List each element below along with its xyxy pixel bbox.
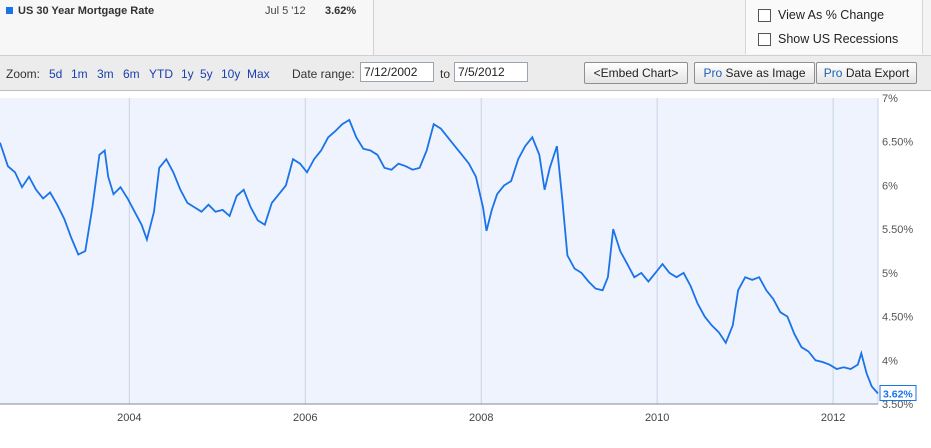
y-tick-label: 6.50% [882, 137, 913, 149]
y-tick-label: 5% [882, 268, 898, 280]
series-color-swatch [6, 7, 13, 14]
series-latest-value: 3.62% [325, 5, 357, 17]
y-tick-label: 3.50% [882, 399, 913, 411]
zoom-1y[interactable]: 1y [181, 67, 194, 81]
view-as-percent-change-checkbox[interactable] [758, 9, 771, 22]
save-as-image-button[interactable]: Pro Save as Image [694, 62, 815, 84]
zoom-5d[interactable]: 5d [49, 67, 63, 81]
plot-background [0, 98, 878, 404]
date-from-input[interactable] [360, 62, 434, 82]
zoom-1m[interactable]: 1m [71, 67, 88, 81]
view-as-percent-change-label: View As % Change [778, 8, 885, 22]
date-to-input[interactable] [454, 62, 528, 82]
series-legend: US 30 Year Mortgage Rate Jul 5 '12 3.62% [0, 0, 374, 55]
chart-area: 2004 2006 2008 2010 2012 3.50% 4% 4.50% 5% 5.50%… [0, 91, 931, 445]
data-export-label: Data Export [845, 66, 910, 80]
y-axis-ticks: 3.50% 4% 4.50% 5% 5.50% 6% 6.50% 7% [882, 93, 913, 411]
zoom-ytd[interactable]: YTD [149, 67, 173, 81]
y-tick-label: 7% [882, 93, 898, 105]
y-tick-label: 6% [882, 180, 898, 192]
zoom-max[interactable]: Max [247, 67, 270, 81]
chart-toolbar: Zoom: 5d 1m 3m 6m YTD 1y 5y 10y Max Date… [0, 56, 931, 91]
legend-row[interactable]: US 30 Year Mortgage Rate Jul 5 '12 3.62% [6, 5, 366, 19]
zoom-3m[interactable]: 3m [97, 67, 114, 81]
mortgage-rate-chart[interactable]: 2004 2006 2008 2010 2012 3.50% 4% 4.50% 5% 5.50%… [0, 91, 931, 445]
export-pro-badge: Pro [823, 66, 843, 80]
data-export-button[interactable]: Pro Data Export [816, 62, 917, 84]
embed-chart-button[interactable]: <Embed Chart> [584, 62, 688, 84]
x-tick-label: 2008 [469, 412, 493, 424]
series-name: US 30 Year Mortgage Rate [18, 5, 155, 17]
save-pro-badge: Pro [703, 66, 723, 80]
date-range-label: Date range: [292, 67, 355, 81]
zoom-label: Zoom: [6, 67, 41, 81]
x-tick-label: 2012 [821, 412, 845, 424]
zoom-6m[interactable]: 6m [123, 67, 140, 81]
save-as-image-label: Save as Image [725, 66, 806, 80]
last-value-badge [879, 385, 917, 402]
last-value-marker: 3.62% [879, 385, 917, 402]
y-tick-label: 5.50% [882, 224, 913, 236]
x-tick-label: 2006 [293, 412, 317, 424]
series-line [0, 118, 879, 395]
show-us-recessions-label: Show US Recessions [778, 32, 899, 46]
top-panel: US 30 Year Mortgage Rate Jul 5 '12 3.62%… [0, 0, 931, 56]
series-latest-date: Jul 5 '12 [265, 5, 306, 17]
date-to-label: to [440, 67, 451, 81]
last-value-label: 3.62% [883, 389, 913, 401]
grid-lines [128, 98, 879, 404]
show-us-recessions-checkbox[interactable] [758, 33, 771, 46]
y-tick-label: 4.50% [882, 312, 913, 324]
x-axis-ticks: 2004 2006 2008 2010 2012 [117, 412, 845, 424]
x-tick-label: 2004 [117, 412, 141, 424]
zoom-5y[interactable]: 5y [200, 67, 213, 81]
chart-options: View As % Change Show US Recessions [745, 0, 923, 54]
y-tick-label: 4% [882, 355, 898, 367]
zoom-10y[interactable]: 10y [221, 67, 241, 81]
x-tick-label: 2010 [645, 412, 669, 424]
